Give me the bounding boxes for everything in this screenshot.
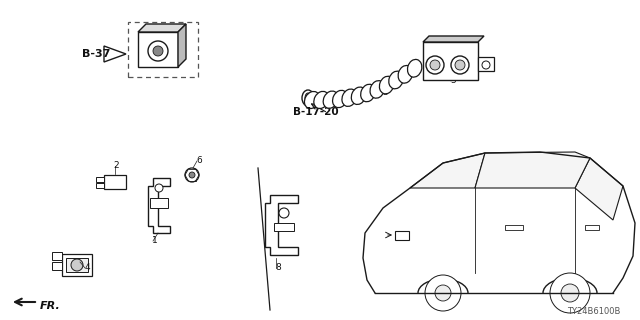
Polygon shape [423, 36, 484, 42]
Circle shape [435, 285, 451, 301]
Circle shape [185, 168, 199, 182]
Bar [478, 57, 494, 71]
Bar [138, 32, 178, 67]
Text: B-17-20: B-17-20 [293, 107, 339, 117]
Text: TY24B6100B: TY24B6100B [566, 307, 620, 316]
Bar [96, 177, 104, 182]
Circle shape [482, 61, 490, 69]
Circle shape [71, 259, 83, 271]
Circle shape [279, 208, 289, 218]
Bar [274, 223, 294, 231]
Circle shape [430, 60, 440, 70]
Text: 5: 5 [450, 76, 456, 85]
Text: 3: 3 [382, 88, 388, 97]
Polygon shape [178, 24, 186, 67]
Bar [96, 183, 104, 188]
Ellipse shape [302, 90, 314, 106]
Polygon shape [265, 195, 298, 255]
Polygon shape [475, 152, 590, 188]
Text: B-37: B-37 [82, 49, 110, 59]
Bar [395, 231, 409, 240]
Polygon shape [104, 46, 126, 62]
Text: 4: 4 [85, 263, 91, 272]
Ellipse shape [370, 81, 385, 98]
Circle shape [550, 273, 590, 313]
Bar [150, 198, 168, 208]
Text: 2: 2 [113, 161, 118, 170]
Ellipse shape [380, 76, 394, 94]
Bar [585, 225, 599, 230]
Ellipse shape [305, 92, 319, 108]
Bar [52, 262, 62, 270]
Ellipse shape [314, 92, 329, 108]
Ellipse shape [388, 71, 403, 89]
Ellipse shape [351, 87, 366, 104]
Circle shape [451, 56, 469, 74]
Circle shape [153, 46, 163, 56]
Bar [104, 175, 126, 189]
Text: 1: 1 [152, 236, 157, 245]
Ellipse shape [342, 89, 356, 107]
Bar [52, 252, 62, 260]
Polygon shape [410, 153, 485, 188]
Text: 8: 8 [275, 263, 281, 272]
Bar [505, 225, 523, 230]
Circle shape [455, 60, 465, 70]
Text: FR.: FR. [40, 301, 61, 311]
Ellipse shape [323, 91, 338, 108]
Ellipse shape [398, 66, 413, 83]
Polygon shape [138, 24, 186, 32]
Polygon shape [148, 178, 170, 233]
Bar [128, 22, 198, 77]
Circle shape [561, 284, 579, 302]
Circle shape [189, 172, 195, 178]
Circle shape [148, 41, 168, 61]
Text: 6: 6 [196, 156, 202, 165]
Bar [423, 42, 478, 80]
Bar [66, 258, 88, 272]
Text: 7: 7 [480, 65, 486, 74]
Ellipse shape [305, 93, 311, 103]
Ellipse shape [333, 90, 348, 108]
Ellipse shape [408, 60, 422, 77]
Ellipse shape [361, 84, 375, 102]
Polygon shape [575, 158, 623, 220]
Bar [62, 254, 92, 276]
Circle shape [155, 184, 163, 192]
Circle shape [426, 56, 444, 74]
Circle shape [425, 275, 461, 311]
